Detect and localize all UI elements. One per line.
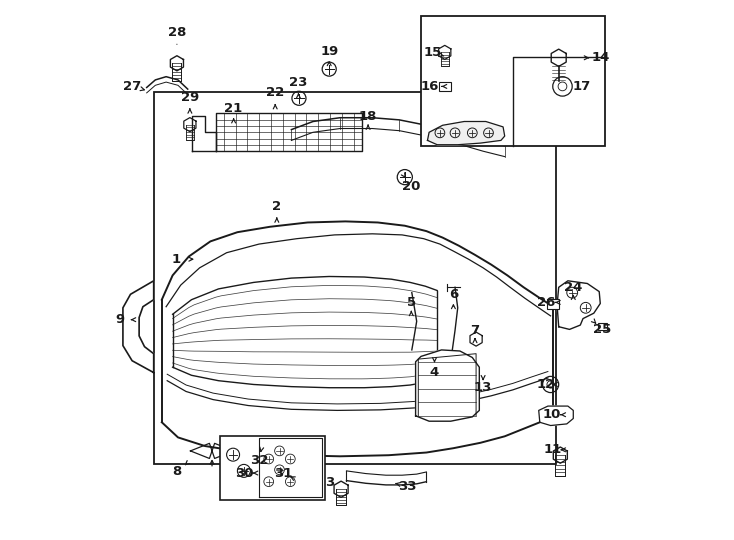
Bar bbox=[598, 323, 607, 330]
Polygon shape bbox=[415, 350, 479, 421]
Text: 15: 15 bbox=[424, 46, 441, 59]
Text: 7: 7 bbox=[470, 324, 479, 337]
Bar bbox=[547, 299, 559, 309]
Text: 10: 10 bbox=[542, 408, 561, 421]
Text: 32: 32 bbox=[250, 454, 268, 467]
Text: 33: 33 bbox=[399, 480, 417, 492]
Polygon shape bbox=[427, 122, 505, 145]
Bar bbox=[440, 82, 451, 91]
Text: 30: 30 bbox=[235, 467, 253, 480]
Text: 20: 20 bbox=[402, 180, 421, 193]
Text: 4: 4 bbox=[430, 366, 439, 379]
Text: 23: 23 bbox=[289, 76, 308, 89]
Text: 28: 28 bbox=[168, 26, 186, 39]
Text: 12: 12 bbox=[536, 378, 554, 391]
Bar bbox=[421, 16, 605, 146]
Polygon shape bbox=[539, 406, 573, 426]
Bar bbox=[153, 92, 556, 464]
Text: 1: 1 bbox=[172, 253, 181, 266]
Text: 9: 9 bbox=[115, 313, 124, 326]
Text: 8: 8 bbox=[172, 465, 181, 478]
Text: 22: 22 bbox=[266, 86, 284, 99]
Text: 21: 21 bbox=[225, 102, 243, 114]
Text: 31: 31 bbox=[274, 467, 292, 480]
Text: 25: 25 bbox=[593, 323, 611, 336]
Text: 14: 14 bbox=[591, 51, 609, 64]
Text: 24: 24 bbox=[564, 281, 583, 294]
Bar bbox=[220, 436, 325, 500]
Text: 17: 17 bbox=[573, 80, 591, 93]
Polygon shape bbox=[123, 281, 153, 373]
Text: 13: 13 bbox=[474, 381, 493, 394]
Text: 18: 18 bbox=[359, 110, 377, 123]
Text: 29: 29 bbox=[181, 91, 199, 104]
Text: 19: 19 bbox=[320, 45, 338, 58]
Text: 5: 5 bbox=[407, 296, 416, 309]
Text: 2: 2 bbox=[272, 200, 281, 213]
Text: 11: 11 bbox=[543, 443, 562, 456]
Text: 3: 3 bbox=[324, 476, 334, 489]
Polygon shape bbox=[557, 281, 600, 329]
Text: 6: 6 bbox=[448, 288, 458, 301]
Text: 26: 26 bbox=[537, 296, 556, 309]
Text: 27: 27 bbox=[123, 80, 141, 93]
Text: 16: 16 bbox=[421, 80, 440, 93]
